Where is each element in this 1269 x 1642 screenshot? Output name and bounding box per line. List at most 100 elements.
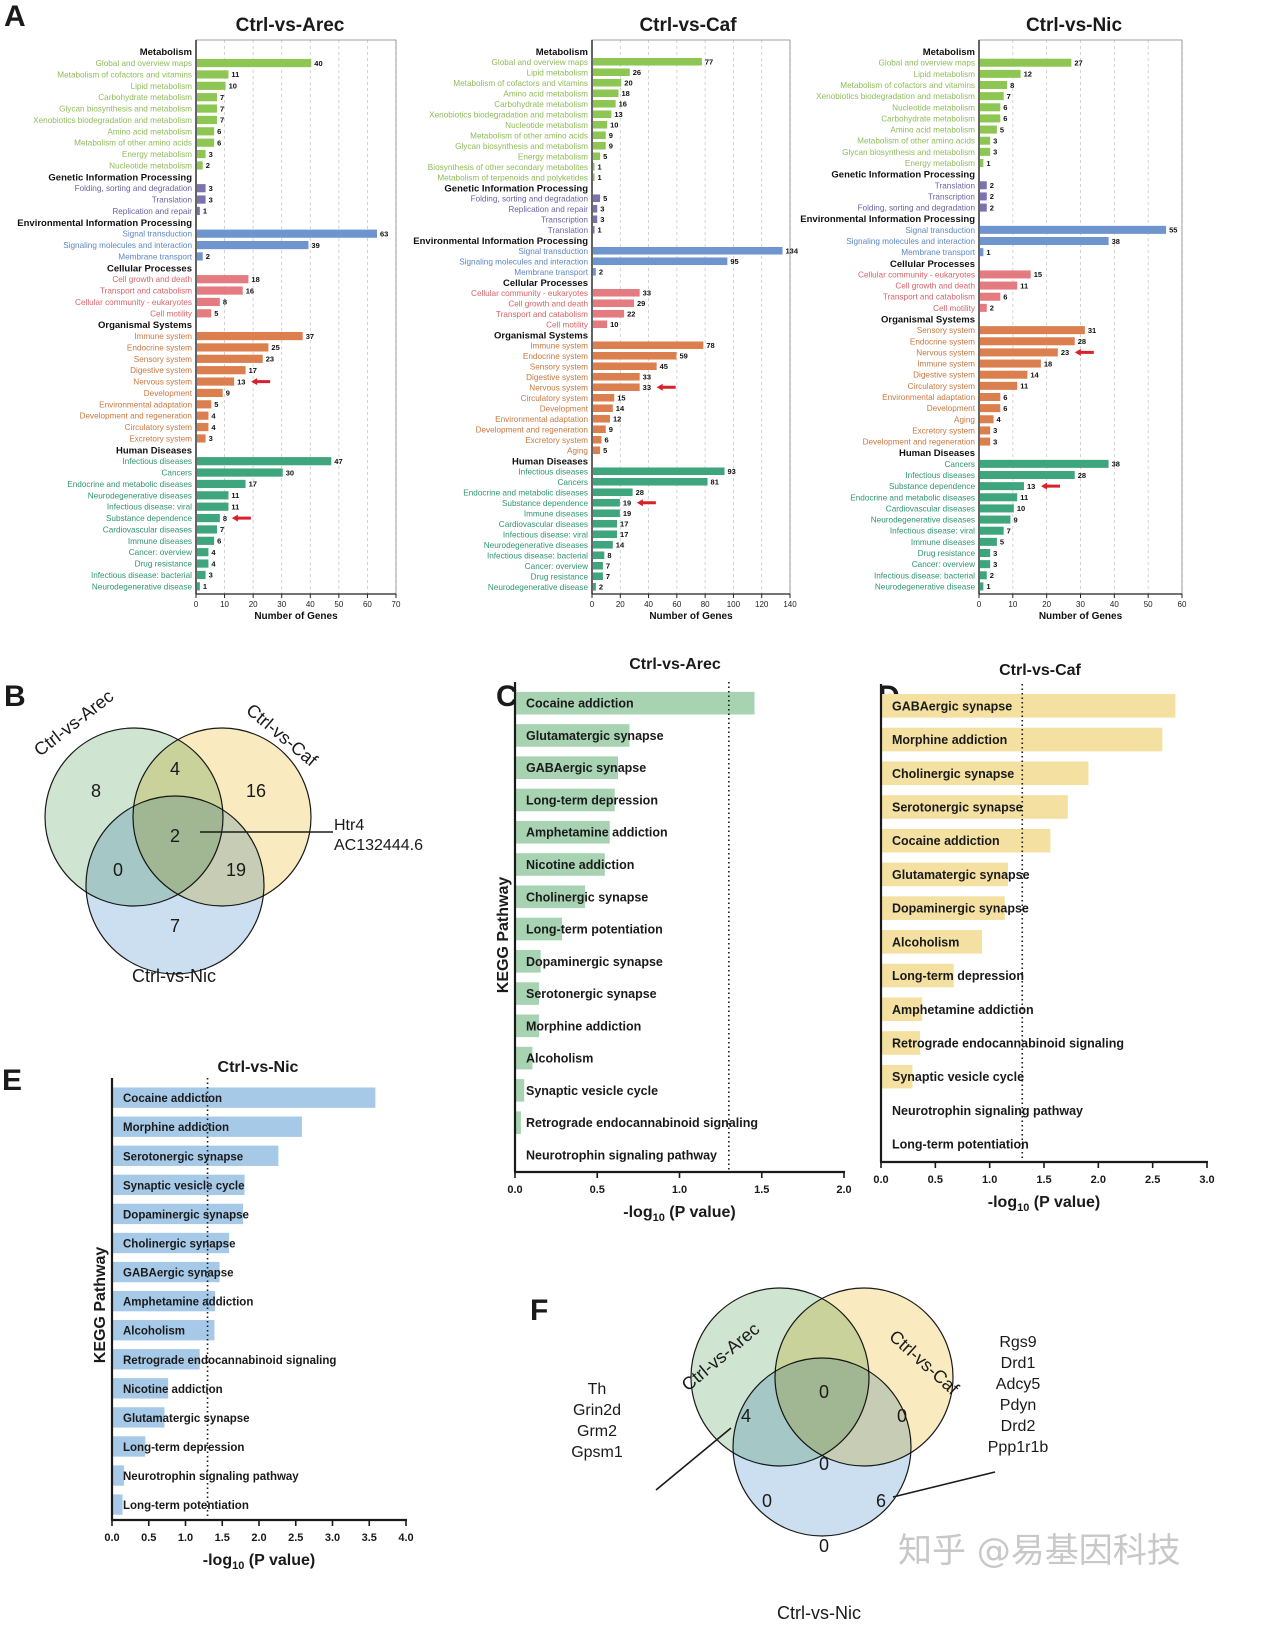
- highlight-arrow-icon: [656, 383, 676, 391]
- bar-value-label: 15: [1034, 270, 1042, 279]
- bar-value-label: 33: [643, 383, 651, 392]
- pathway-label-cocaine-addiction: Cocaine addiction: [123, 1093, 222, 1105]
- bar-label: Metabolism of cofactors and vitamins: [57, 70, 192, 79]
- bar-cancers: [593, 477, 708, 486]
- x-tick-label: 50: [1144, 600, 1153, 609]
- bar-value-label: 3: [209, 571, 213, 580]
- bar-label: Digestive system: [913, 371, 975, 380]
- bar-cardiovascular-diseases: [197, 525, 217, 534]
- bar-sensory-system: [197, 354, 263, 363]
- bar-label: Transport and catabolism: [100, 287, 192, 296]
- bar-transcription: [593, 215, 598, 224]
- venn-b-gene-0: Htr4: [334, 817, 364, 834]
- bar-label: Glycan biosynthesis and metabolism: [842, 148, 975, 157]
- venn-f-left-gene-gpsm1: Gpsm1: [571, 1444, 623, 1461]
- x-tick-label: 10: [220, 600, 229, 609]
- bar-value-label: 7: [220, 93, 224, 102]
- bar-label: Cell growth and death: [508, 299, 588, 308]
- bar-label: Cell growth and death: [895, 282, 975, 291]
- bar-value-label: 33: [643, 289, 651, 298]
- panel-c-kegg-arec-chart: Ctrl-vs-Arec KEGG Pathway Cocaine addictio…: [495, 656, 852, 1224]
- x-tick-label: 20: [1042, 600, 1051, 609]
- bar-value-label: 3: [993, 426, 997, 435]
- bar-value-label: 4: [211, 548, 216, 557]
- venn-f-left-gene-grin2d: Grin2d: [573, 1402, 621, 1419]
- x-tick-label: 40: [306, 600, 315, 609]
- highlight-arrow-icon: [1074, 348, 1094, 356]
- chart-title: Ctrl-vs-Arec: [629, 656, 721, 673]
- bar-cell-growth-and-death: [593, 299, 635, 308]
- bar-infectious-disease-viral: [197, 502, 229, 511]
- bar-neurodegenerative-diseases: [197, 491, 229, 500]
- bar-label: Xenobiotics biodegradation and metabolis…: [33, 116, 192, 125]
- bar-value-label: 18: [251, 275, 259, 284]
- bar-label: Environmental adaptation: [882, 393, 975, 402]
- bar-label: Circulatory system: [125, 423, 193, 432]
- bar-global-and-overview-maps: [980, 58, 1072, 67]
- bar-value-label: 13: [237, 377, 245, 386]
- bar-value-label: 7: [606, 572, 610, 581]
- bar-label: Drug resistance: [135, 560, 193, 569]
- bar-value-label: 1: [598, 226, 602, 235]
- bar-development: [197, 388, 223, 398]
- bar-excretory-system: [593, 435, 602, 444]
- watermark-text: 知乎 @易基因科技: [898, 1531, 1181, 1571]
- bar-value-label: 8: [607, 551, 611, 560]
- bar-label: Nucleotide metabolism: [109, 161, 192, 170]
- pathway-label-serotonergic-synapse: Serotonergic synapse: [123, 1151, 243, 1163]
- pathway-label-synaptic-vesicle-cycle: Synaptic vesicle cycle: [123, 1180, 244, 1192]
- bar-label: Translation: [548, 226, 589, 235]
- bar-cellular-community-eukaryotes: [980, 270, 1031, 279]
- pathway-label-synaptic-vesicle-cycle: Synaptic vesicle cycle: [892, 1070, 1024, 1084]
- bar-development-and-regeneration: [197, 411, 209, 420]
- bar-value-label: 17: [249, 480, 257, 489]
- bar-membrane-transport: [980, 248, 984, 257]
- bar-long-term-depression: [516, 788, 615, 812]
- bar-label: Infectious disease: viral: [107, 503, 192, 512]
- bar-label: Signaling molecules and interaction: [846, 237, 975, 246]
- x-tick-label: 0: [590, 600, 595, 609]
- bar-value-label: 59: [679, 352, 687, 361]
- bar-label: Sensory system: [917, 326, 975, 335]
- pathway-label-morphine-addiction: Morphine addiction: [526, 1019, 641, 1033]
- bar-label: Translation: [935, 181, 976, 190]
- bar-value-label: 2: [990, 304, 994, 313]
- venn-diagram-f: Ctrl-vs-Arec Ctrl-vs-Caf Ctrl-vs-Nic 4 0…: [571, 1287, 1048, 1623]
- bar-value-label: 23: [1061, 348, 1069, 357]
- bar-immune-diseases: [197, 536, 215, 545]
- bar-value-label: 5: [214, 309, 218, 318]
- bar-label: Cell motility: [933, 304, 976, 313]
- pathway-label-long-term-potentiation: Long-term potentiation: [123, 1500, 249, 1512]
- bar-value-label: 5: [603, 152, 607, 161]
- x-tick-label: 0.0: [873, 1174, 888, 1186]
- bar-neurodegenerative-disease: [980, 582, 984, 591]
- bar-cellular-community-eukaryotes: [197, 297, 220, 307]
- x-axis-label: Number of Genes: [1039, 611, 1123, 622]
- pathway-label-neurotrophin-signaling-pathway: Neurotrophin signaling pathway: [526, 1148, 717, 1162]
- bar-label: Digestive system: [526, 373, 588, 382]
- bar-label: Folding, sorting and degradation: [858, 204, 976, 213]
- bar-value-label: 6: [217, 537, 221, 546]
- bar-label: Nervous system: [916, 348, 975, 357]
- panel-e-kegg-nic-chart: Ctrl-vs-Nic KEGG Pathway Cocaine addiction…: [92, 1059, 414, 1572]
- bar-development-and-regeneration: [593, 425, 606, 434]
- bar-label: Sensory system: [134, 355, 192, 364]
- bar-label: Cellular community - eukaryotes: [858, 270, 975, 279]
- bar-value-label: 134: [786, 247, 799, 256]
- bar-alcoholism: [882, 930, 982, 954]
- bar-value-label: 20: [624, 79, 632, 88]
- bar-value-label: 3: [209, 195, 213, 204]
- bar-label: Circulatory system: [521, 394, 589, 403]
- bar-label: Glycan biosynthesis and metabolism: [59, 105, 192, 114]
- bar-value-label: 2: [599, 268, 603, 277]
- x-tick-label: 0.5: [928, 1174, 943, 1186]
- x-tick-label: 60: [1178, 600, 1187, 609]
- bar-value-label: 6: [1003, 114, 1007, 123]
- bar-morphine-addiction: [113, 1116, 302, 1137]
- bar-value-label: 28: [1078, 471, 1086, 480]
- bar-value-label: 10: [1017, 504, 1025, 513]
- bar-value-label: 4: [997, 415, 1002, 424]
- bar-morphine-addiction: [882, 727, 1163, 752]
- bar-label: Endocrine system: [523, 352, 588, 361]
